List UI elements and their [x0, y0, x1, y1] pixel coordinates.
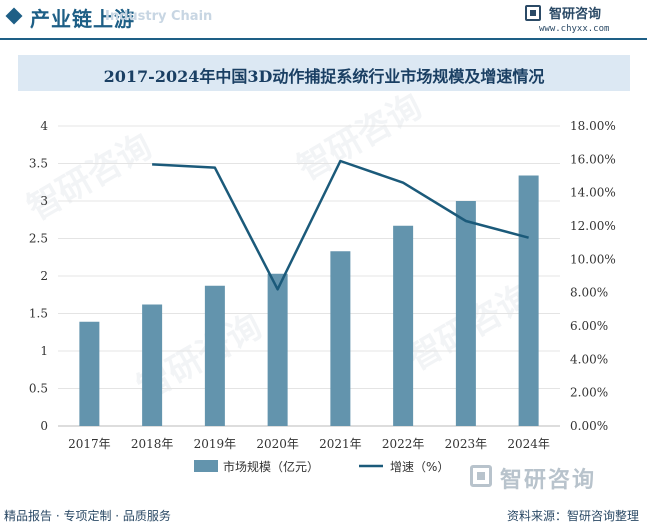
x-tick-label: 2017年	[68, 437, 111, 451]
y-right-tick-label: 10.00%	[570, 252, 616, 266]
chart-title: 2017-2024年中国3D动作捕捉系统行业市场规模及增速情况	[103, 67, 545, 86]
source-note: 资料来源：智研咨询整理	[506, 509, 639, 523]
y-left-tick-label: 1.5	[29, 307, 48, 321]
bar	[267, 273, 288, 426]
bottom-brand: 智研咨询	[470, 462, 635, 493]
y-axis-left: 0 0.5 1 1.5 2 2.5 3 3.5 4	[29, 119, 48, 433]
y-right-tick-label: 8.00%	[570, 286, 608, 300]
x-tick-label: 2018年	[131, 437, 174, 451]
bottom-brand-name: 智研咨询	[500, 468, 597, 493]
bar	[204, 285, 225, 426]
y-left-tick-label: 4	[40, 119, 48, 133]
y-axis-right: 0.00% 2.00% 4.00% 6.00% 8.00% 10.00% 12.00% 14.…	[570, 119, 616, 433]
bar	[142, 304, 163, 426]
grid-lines	[58, 125, 560, 427]
legend: 市场规模（亿元） 增速（%）	[194, 459, 449, 474]
y-right-tick-label: 16.00%	[570, 152, 616, 166]
brand-header: 智研咨询 www.chyxx.com	[525, 3, 635, 37]
top-bar: 产业链上游 Industry Chain 智研咨询 www.chyxx.com	[0, 0, 647, 38]
bottom-logo-icon	[470, 465, 492, 487]
x-axis: 2017年 2018年 2019年 2020年 2021年 2022年 2023年 2024年	[68, 437, 550, 451]
brand-logo-icon	[525, 5, 541, 21]
y-right-tick-label: 2.00%	[570, 386, 608, 400]
x-tick-label: 2020年	[256, 437, 299, 451]
y-right-tick-label: 4.00%	[570, 352, 608, 366]
legend-label: 市场规模（亿元）	[223, 459, 319, 474]
y-right-tick-label: 0.00%	[570, 419, 608, 433]
y-left-tick-label: 0	[40, 419, 48, 433]
x-tick-label: 2019年	[194, 437, 237, 451]
y-right-tick-label: 14.00%	[570, 186, 616, 200]
y-right-tick-label: 6.00%	[570, 319, 608, 333]
x-tick-label: 2021年	[319, 437, 362, 451]
chart-title-box: 2017-2024年中国3D动作捕捉系统行业市场规模及增速情况	[18, 55, 630, 91]
y-left-tick-label: 3.5	[29, 157, 48, 171]
bar	[330, 251, 351, 426]
x-tick-label: 2022年	[382, 437, 425, 451]
bar-series	[79, 175, 539, 426]
section-title: 产业链上游	[30, 7, 135, 31]
header-divider	[0, 38, 647, 40]
x-tick-label: 2023年	[445, 437, 488, 451]
y-left-tick-label: 2.5	[29, 232, 48, 246]
section-subtitle: Industry Chain	[105, 9, 213, 24]
line-series	[152, 159, 529, 291]
footer: 精品报告 · 专项定制 · 品质服务 资料来源：智研咨询整理	[0, 505, 647, 524]
chart-area: 0 0.5 1 1.5 2 2.5 3 3.5 4 0.00% 2.00% 4.00% 6.00% 8.…	[29, 119, 616, 474]
bar	[393, 225, 414, 426]
y-left-tick-label: 0.5	[29, 382, 48, 396]
legend-bar-swatch	[194, 460, 218, 472]
y-left-tick-label: 3	[40, 194, 48, 208]
bar	[455, 201, 476, 426]
x-tick-label: 2024年	[507, 437, 550, 451]
y-right-tick-label: 18.00%	[570, 119, 616, 133]
y-left-tick-label: 2	[40, 269, 48, 283]
y-right-tick-label: 12.00%	[570, 219, 616, 233]
y-left-tick-label: 1	[40, 344, 48, 358]
brand-url: www.chyxx.com	[539, 24, 610, 34]
footer-tagline: 精品报告 · 专项定制 · 品质服务	[4, 509, 171, 523]
bar	[518, 175, 539, 426]
bar	[79, 321, 100, 426]
legend-label: 增速（%）	[390, 460, 449, 474]
brand-name: 智研咨询	[549, 7, 602, 22]
